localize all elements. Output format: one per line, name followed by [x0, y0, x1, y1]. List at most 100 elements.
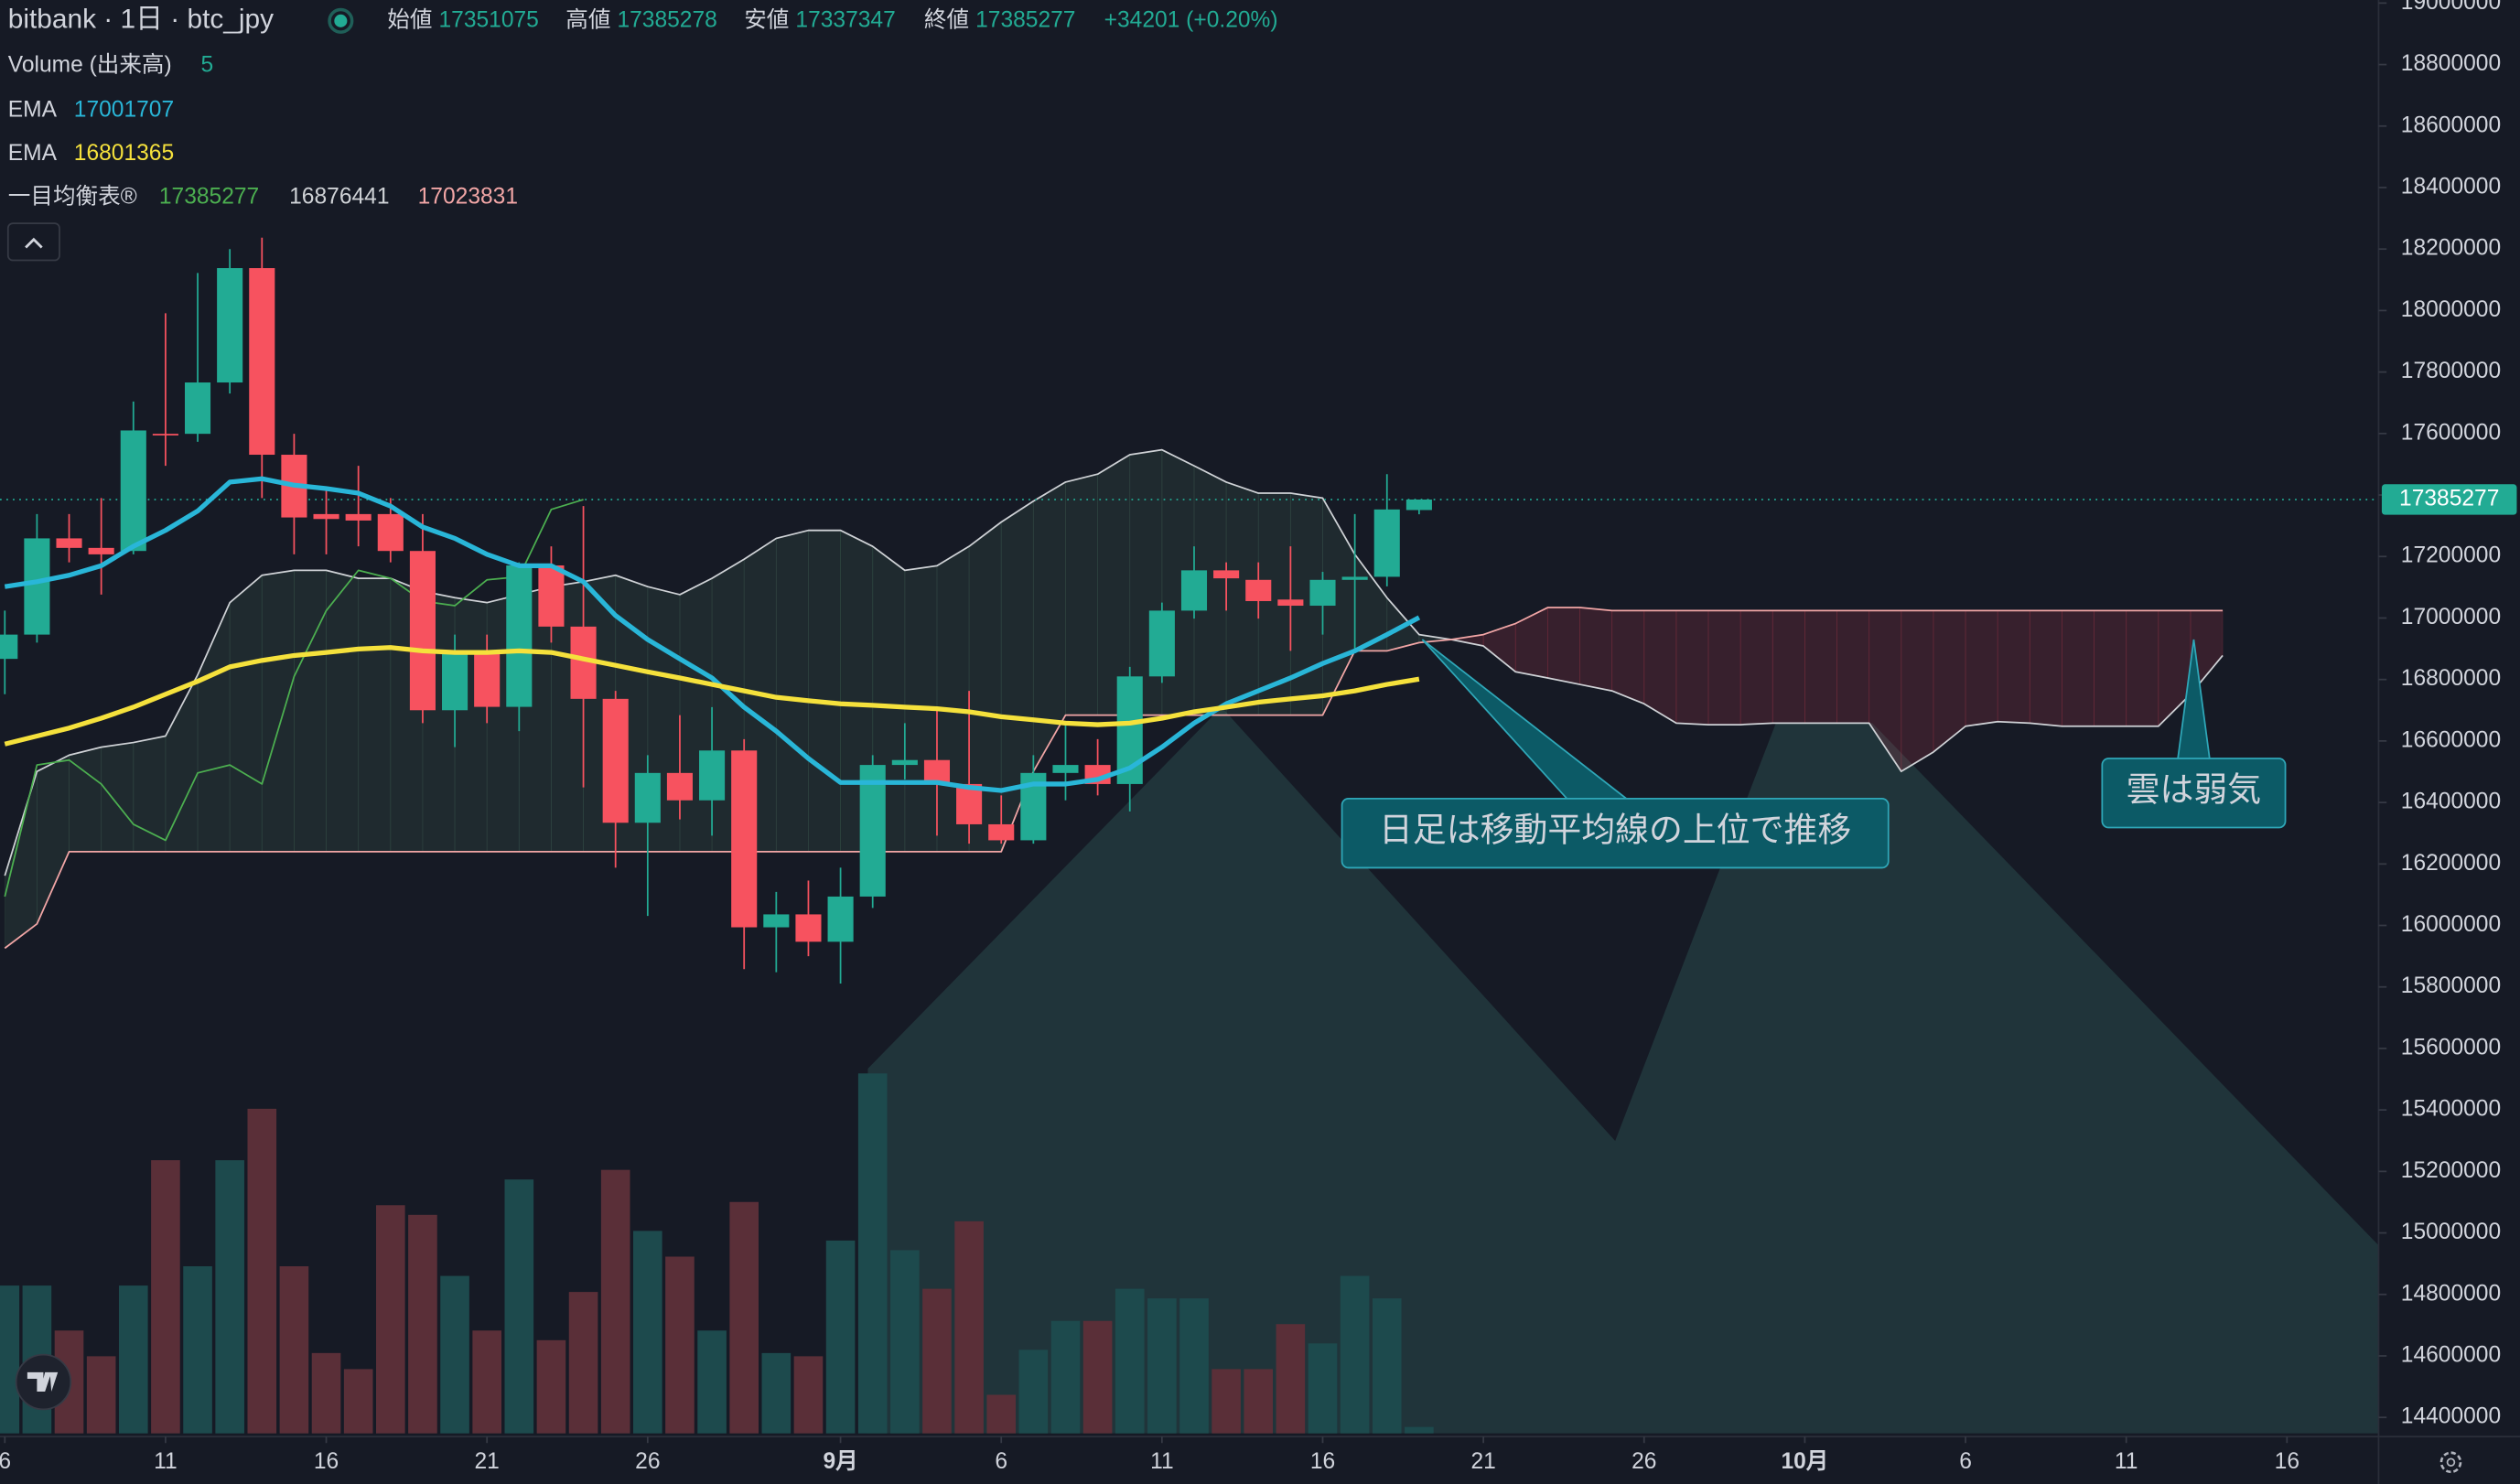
- y-tick-label: 16800000: [2401, 666, 2501, 691]
- candle-body: [217, 268, 243, 383]
- ohlc-label: 終値: [924, 6, 969, 32]
- callout-text: 日足は移動平均線の上位で推移: [1379, 812, 1851, 849]
- volume-bar: [1179, 1298, 1209, 1434]
- y-tick-label: 16400000: [2401, 790, 2501, 814]
- cloud-fill: [1772, 609, 1805, 724]
- cloud-fill: [2126, 609, 2159, 727]
- candle-body: [1245, 579, 1272, 601]
- legend-value: 16801365: [74, 141, 174, 166]
- legend-value: 17385277: [159, 185, 259, 210]
- legend-label: EMA: [8, 141, 58, 166]
- candle-body: [474, 651, 501, 707]
- candle-body: [1309, 579, 1336, 607]
- volume-bar: [761, 1352, 792, 1434]
- cloud-fill: [1707, 609, 1741, 726]
- candle-body: [184, 382, 211, 435]
- collapse-button[interactable]: [6, 222, 60, 262]
- y-tick-label: 14800000: [2401, 1281, 2501, 1306]
- chart-title: bitbank · 1日 · btc_jpy: [8, 5, 274, 35]
- volume-bar: [1372, 1298, 1402, 1434]
- volume-bar: [440, 1275, 469, 1434]
- cloud-fill: [1546, 607, 1580, 685]
- candle-body: [731, 750, 758, 928]
- change-value: +34201 (+0.20%): [1104, 7, 1278, 32]
- x-tick-label: 6: [1959, 1449, 1972, 1474]
- candle-body: [1052, 765, 1079, 773]
- y-tick-label: 18600000: [2401, 113, 2501, 137]
- volume-bar: [633, 1231, 662, 1434]
- lagging-span: [4, 499, 584, 898]
- cloud-fill: [326, 569, 360, 853]
- cloud-fill: [2061, 609, 2095, 727]
- logo[interactable]: [15, 1353, 72, 1411]
- collapse-icon[interactable]: [25, 237, 43, 249]
- cloud-fill: [1901, 609, 1934, 772]
- background-layer: [867, 706, 2379, 1434]
- candle-body: [988, 823, 1015, 841]
- collapse-button-box[interactable]: [6, 222, 60, 262]
- volume-bar: [118, 1285, 148, 1434]
- candle-body: [249, 268, 275, 456]
- candle-body: [763, 914, 790, 928]
- x-tick-label: 6: [995, 1449, 1007, 1474]
- candle-body: [506, 565, 533, 707]
- y-tick-label: 15000000: [2401, 1220, 2501, 1244]
- y-tick-label: 18400000: [2401, 174, 2501, 199]
- volume-bar: [504, 1179, 534, 1434]
- cloud-fill: [1065, 473, 1099, 716]
- volume-bar: [1340, 1275, 1370, 1434]
- candle-body: [88, 547, 114, 554]
- cloud-fill: [229, 574, 263, 853]
- volume-bar: [665, 1256, 695, 1434]
- volume-bar: [375, 1205, 405, 1434]
- volume-bar: [279, 1266, 309, 1434]
- y-tick-label: 18000000: [2401, 297, 2501, 322]
- candle-body: [1180, 570, 1208, 611]
- candle-body: [859, 765, 886, 897]
- ohlc-label: 始値: [387, 6, 432, 32]
- legend-value: 17001707: [74, 98, 174, 123]
- cloud-fill: [1579, 607, 1613, 692]
- volume-bar: [1018, 1350, 1049, 1434]
- ohlc-value: 17385277: [975, 7, 1075, 32]
- callout-text: 雲は弱気: [2127, 771, 2262, 809]
- current-price-label: 17385277: [2399, 486, 2499, 511]
- cloud-fill: [808, 530, 842, 853]
- cloud-fill: [1836, 609, 1870, 724]
- x-tick-label: 21: [475, 1449, 500, 1474]
- y-tick-label: 17200000: [2401, 543, 2501, 568]
- y-tick-label: 14400000: [2401, 1404, 2501, 1429]
- candle-body: [0, 634, 18, 660]
- callout-box: [1341, 798, 1890, 869]
- drawing-shape: [867, 706, 2379, 1434]
- y-tick-label: 18200000: [2401, 236, 2501, 261]
- y-tick-label: 15600000: [2401, 1035, 2501, 1059]
- volume-bar: [954, 1221, 984, 1434]
- x-tick-label: 26: [635, 1449, 660, 1474]
- volume-bar: [922, 1288, 952, 1434]
- cloud-fill: [133, 735, 167, 853]
- logo-mark[interactable]: [27, 1371, 59, 1393]
- cloud-fill: [1804, 609, 1837, 724]
- y-tick-label: 16600000: [2401, 727, 2501, 752]
- legend-value: 16876441: [289, 185, 389, 210]
- y-tick-label: 17600000: [2401, 420, 2501, 445]
- volume-bar: [408, 1214, 437, 1434]
- legend-label: Volume (出来高): [8, 52, 172, 78]
- candle-body: [120, 430, 146, 552]
- y-tick-label: 16200000: [2401, 851, 2501, 876]
- settings-gear-center[interactable]: [2446, 1457, 2456, 1468]
- x-tick-label: 16: [314, 1449, 339, 1474]
- cloud-fill: [1739, 609, 1773, 726]
- y-tick-label: 15800000: [2401, 973, 2501, 998]
- plot: [0, 237, 2379, 1434]
- y-tick-label: 17000000: [2401, 605, 2501, 629]
- y-tick-label: 15400000: [2401, 1097, 2501, 1122]
- volume-bar: [1082, 1320, 1113, 1434]
- candle-body: [24, 538, 50, 635]
- cloud-fill: [679, 577, 713, 853]
- volume-bar: [697, 1330, 727, 1434]
- y-tick-label: 17800000: [2401, 359, 2501, 383]
